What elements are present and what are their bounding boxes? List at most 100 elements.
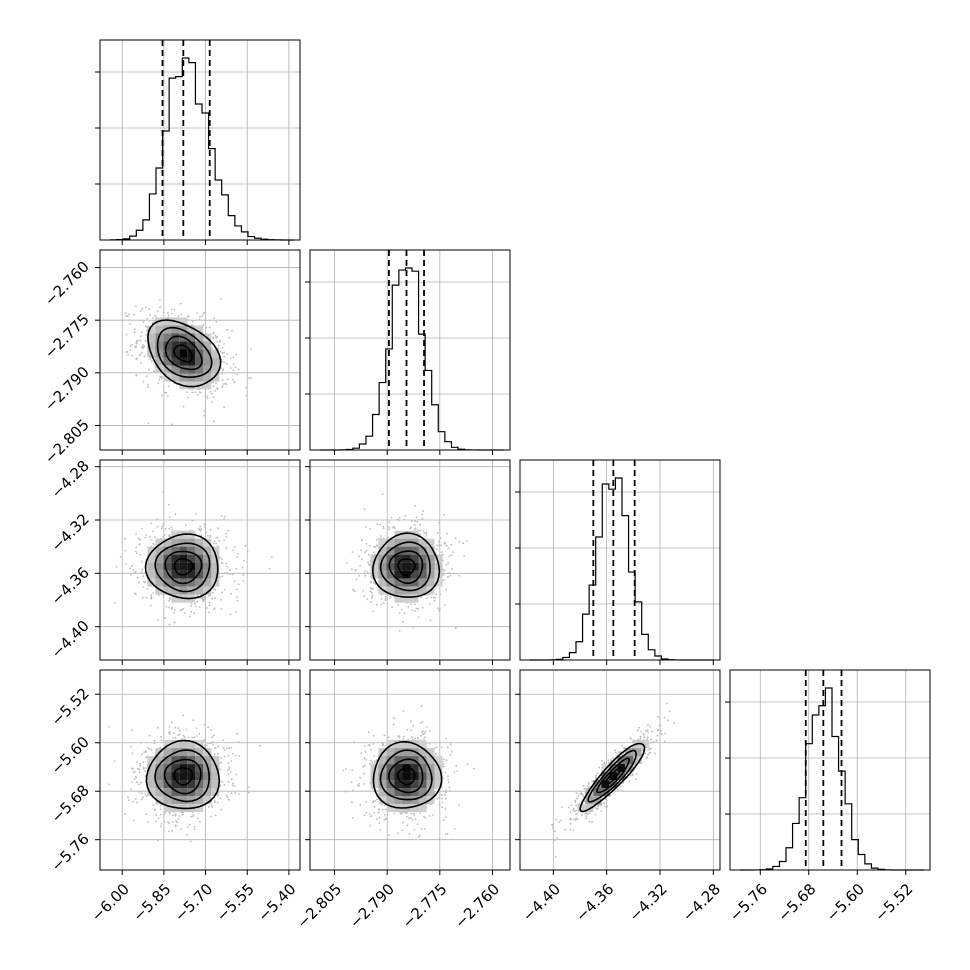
sample-point <box>149 604 152 607</box>
sample-point <box>379 829 382 831</box>
sample-point <box>130 745 133 748</box>
sample-point <box>384 595 387 598</box>
sample-point <box>212 396 215 398</box>
density-cell <box>187 570 196 579</box>
sample-point <box>434 596 437 599</box>
sample-point <box>428 815 431 817</box>
sample-point <box>170 526 173 529</box>
sample-point <box>150 597 153 600</box>
sample-point <box>161 525 164 528</box>
density-cell <box>187 381 196 390</box>
sample-point <box>232 752 234 755</box>
sample-point <box>372 734 375 737</box>
density-cell <box>378 772 387 781</box>
sample-point <box>199 315 202 318</box>
sample-point <box>171 528 173 531</box>
density-cell <box>195 578 204 587</box>
sample-point <box>230 592 233 595</box>
sample-point <box>115 565 118 568</box>
sample-point <box>383 804 386 807</box>
sample-point <box>372 587 375 590</box>
sample-point <box>384 745 386 747</box>
sample-point <box>160 376 163 379</box>
sample-point <box>417 736 419 739</box>
histogram-0 <box>110 57 294 241</box>
sample-point <box>159 813 162 816</box>
sample-point <box>449 790 452 792</box>
sample-point <box>371 761 374 764</box>
sample-point <box>411 738 414 740</box>
sample-point <box>363 783 366 785</box>
sample-point <box>228 768 231 770</box>
sample-point <box>371 594 374 596</box>
sample-point <box>169 733 171 735</box>
density-cell <box>434 578 443 587</box>
sample-point <box>139 538 142 541</box>
density-cell <box>211 357 220 366</box>
sample-point <box>382 743 384 746</box>
density-cell <box>386 764 395 773</box>
sample-point <box>435 753 437 756</box>
sample-point <box>387 536 389 538</box>
sample-point <box>222 383 225 385</box>
sample-point <box>369 824 372 827</box>
sample-point <box>212 381 215 384</box>
sample-point <box>176 821 179 824</box>
density-cell <box>386 586 395 595</box>
sample-point <box>221 781 224 783</box>
sample-point <box>191 815 194 818</box>
sample-point <box>236 599 239 602</box>
sample-point <box>351 817 354 819</box>
sample-point <box>421 606 424 609</box>
sample-point <box>440 794 443 796</box>
sample-point <box>398 519 400 522</box>
sample-point <box>241 566 244 569</box>
density-cell <box>410 578 419 587</box>
sample-point <box>139 742 142 744</box>
sample-point <box>152 542 155 545</box>
sample-point <box>352 789 354 792</box>
sample-point <box>365 759 367 761</box>
sample-point <box>206 397 209 400</box>
sample-point <box>374 546 377 548</box>
density-cell <box>179 538 188 547</box>
sample-point <box>373 755 376 757</box>
density-cell <box>187 780 196 789</box>
sample-point <box>160 804 163 806</box>
sample-point <box>363 764 366 767</box>
sample-point <box>221 558 223 561</box>
sample-point <box>159 376 161 378</box>
sample-point <box>127 796 129 799</box>
density-cell <box>163 538 172 547</box>
sample-point <box>225 533 227 535</box>
sample-point <box>220 598 222 601</box>
sample-point <box>410 720 412 722</box>
density-cell <box>163 748 172 757</box>
hist-frame-0 <box>99 39 301 241</box>
sample-point <box>438 797 441 799</box>
sample-point <box>227 780 230 783</box>
sample-point <box>145 813 148 816</box>
scatter-content-2-0 <box>113 490 273 626</box>
sample-point <box>369 528 371 530</box>
sample-point <box>144 775 147 777</box>
sample-point <box>194 391 197 394</box>
density-cell <box>195 788 204 797</box>
sample-point <box>458 574 461 577</box>
sample-point <box>156 310 159 312</box>
sample-point <box>379 535 382 537</box>
sample-point <box>168 527 171 530</box>
sample-point <box>136 339 139 342</box>
density-cell <box>195 772 204 781</box>
sample-point <box>212 734 215 737</box>
sample-point <box>190 815 193 818</box>
sample-point <box>358 574 360 577</box>
sample-point <box>217 545 219 547</box>
density-cell <box>370 570 379 579</box>
sample-point <box>163 813 166 816</box>
sample-point <box>444 790 447 792</box>
sample-point <box>229 367 232 369</box>
density-cell <box>418 538 427 547</box>
sample-point <box>144 767 147 769</box>
sample-point <box>198 733 201 735</box>
